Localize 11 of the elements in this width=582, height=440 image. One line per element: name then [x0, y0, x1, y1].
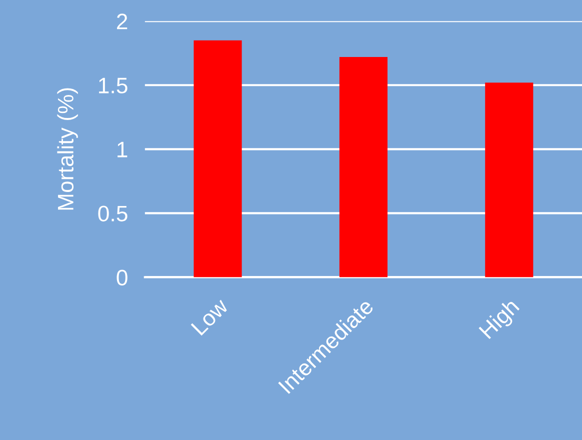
x-tick-label: Low	[190, 297, 230, 336]
bar	[339, 56, 388, 278]
y-tick-label: 1	[118, 142, 128, 158]
y-axis-title: Mortality (%)	[57, 88, 78, 210]
y-tick-label: 2	[117, 14, 128, 30]
x-tick-label: High	[478, 298, 523, 342]
y-tick-label: 1.5	[99, 78, 128, 94]
bar	[194, 40, 242, 278]
bar	[485, 82, 534, 278]
y-tick-label: 0.5	[98, 206, 128, 222]
y-tick-label: 0	[116, 270, 128, 286]
